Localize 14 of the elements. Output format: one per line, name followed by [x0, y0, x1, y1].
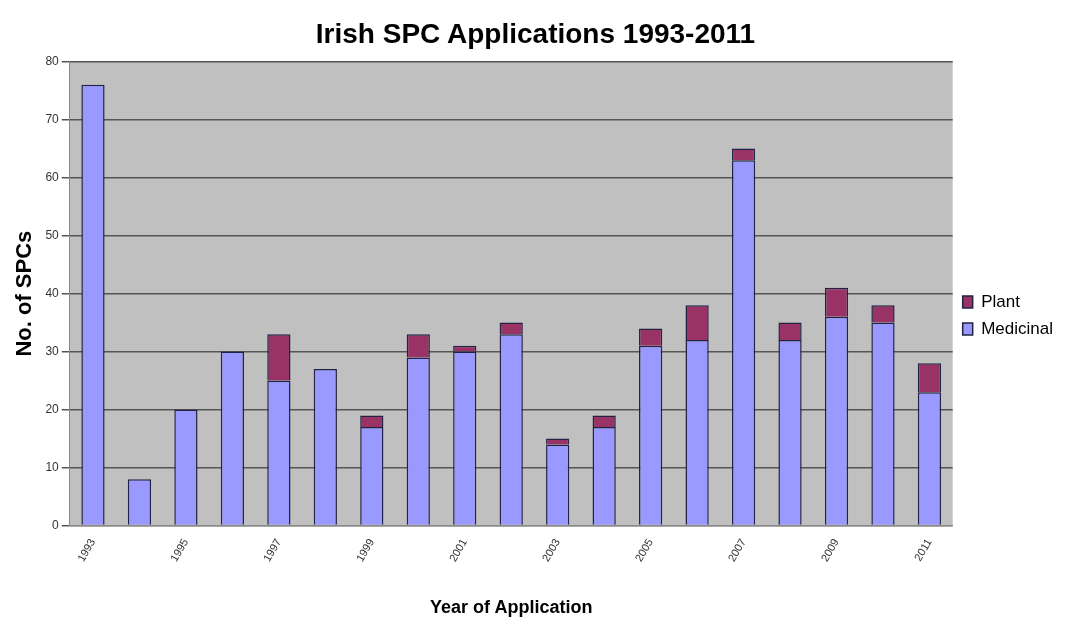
legend-label: Plant	[981, 291, 1021, 311]
y-axis-title: No. of SPCs	[11, 230, 37, 357]
legend-label: Medicinal	[981, 318, 1053, 338]
y-tick-label: 40	[45, 285, 60, 300]
y-tick-label: 0	[52, 517, 60, 532]
chart-title: Irish SPC Applications 1993-2011	[315, 17, 756, 49]
y-tick-label: 10	[45, 459, 60, 474]
y-tick-label: 20	[45, 401, 60, 416]
y-tick-label: 80	[45, 53, 60, 68]
y-tick-label: 30	[45, 343, 60, 358]
y-tick-label: 60	[45, 169, 60, 184]
y-tick-label: 50	[45, 227, 60, 242]
y-tick-label: 70	[45, 111, 60, 126]
x-axis-title: Year of Application	[430, 597, 593, 618]
